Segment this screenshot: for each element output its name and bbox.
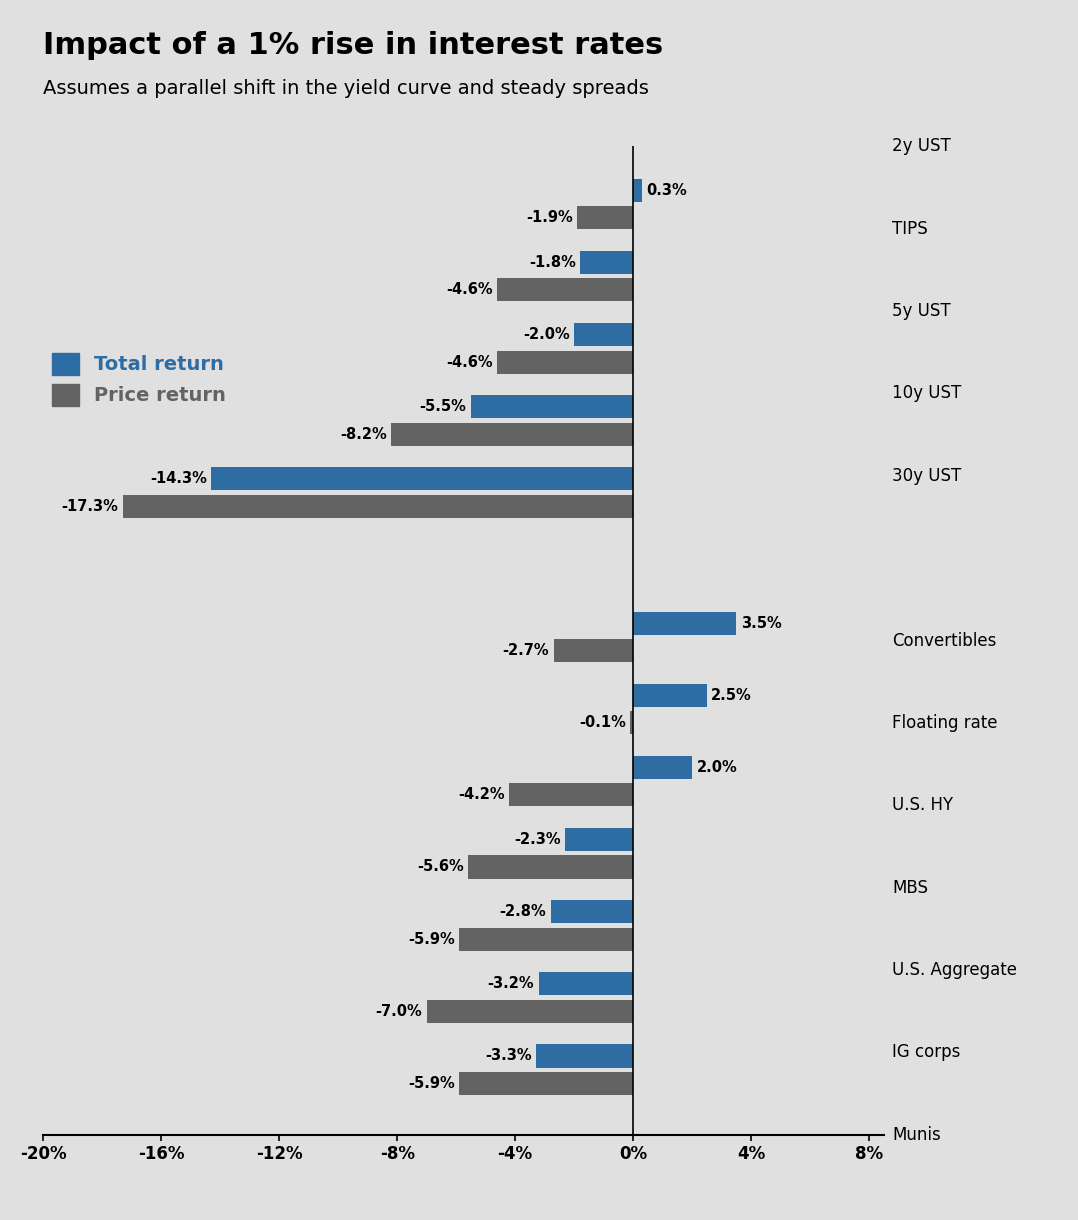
- Text: Munis: Munis: [893, 1126, 941, 1143]
- Text: -3.2%: -3.2%: [487, 976, 535, 992]
- Bar: [551, 900, 633, 924]
- Text: -5.9%: -5.9%: [407, 932, 455, 947]
- Bar: [553, 639, 633, 662]
- Bar: [509, 783, 633, 806]
- Bar: [497, 278, 633, 301]
- Bar: [123, 495, 633, 517]
- Text: 2y UST: 2y UST: [893, 138, 951, 155]
- Text: 2.5%: 2.5%: [711, 688, 752, 703]
- Text: 10y UST: 10y UST: [893, 384, 962, 403]
- Bar: [577, 206, 633, 229]
- Text: -5.6%: -5.6%: [417, 860, 464, 875]
- Text: 5y UST: 5y UST: [893, 303, 951, 320]
- Bar: [211, 467, 633, 490]
- Text: IG corps: IG corps: [893, 1043, 960, 1061]
- Bar: [631, 711, 633, 734]
- Bar: [575, 323, 633, 346]
- Text: Floating rate: Floating rate: [893, 714, 998, 732]
- Text: U.S. HY: U.S. HY: [893, 797, 954, 814]
- Text: -2.0%: -2.0%: [523, 327, 570, 342]
- Text: -0.1%: -0.1%: [579, 715, 626, 731]
- Text: -4.2%: -4.2%: [458, 787, 505, 803]
- Bar: [459, 927, 633, 950]
- Text: -1.9%: -1.9%: [526, 210, 572, 226]
- Text: 2.0%: 2.0%: [696, 760, 737, 775]
- Bar: [633, 611, 736, 634]
- Bar: [580, 251, 633, 274]
- Bar: [565, 828, 633, 852]
- Text: -7.0%: -7.0%: [375, 1004, 423, 1019]
- Text: -4.6%: -4.6%: [446, 355, 493, 370]
- Bar: [536, 1044, 633, 1068]
- Text: -8.2%: -8.2%: [340, 427, 387, 442]
- Bar: [459, 1072, 633, 1094]
- Bar: [468, 855, 633, 878]
- Text: 0.3%: 0.3%: [647, 183, 687, 198]
- Text: TIPS: TIPS: [893, 220, 928, 238]
- Text: Convertibles: Convertibles: [893, 632, 997, 649]
- Bar: [633, 756, 692, 780]
- Text: -3.3%: -3.3%: [485, 1048, 531, 1064]
- Bar: [633, 179, 642, 203]
- Bar: [427, 999, 633, 1022]
- Bar: [471, 395, 633, 418]
- Text: U.S. Aggregate: U.S. Aggregate: [893, 961, 1018, 978]
- Text: Assumes a parallel shift in the yield curve and steady spreads: Assumes a parallel shift in the yield cu…: [43, 79, 649, 99]
- Text: 30y UST: 30y UST: [893, 467, 962, 484]
- Legend: Total return, Price return: Total return, Price return: [52, 353, 225, 406]
- Text: -2.3%: -2.3%: [514, 832, 561, 847]
- Text: Impact of a 1% rise in interest rates: Impact of a 1% rise in interest rates: [43, 30, 663, 60]
- Text: -2.8%: -2.8%: [499, 904, 547, 919]
- Text: -5.5%: -5.5%: [419, 399, 467, 415]
- Text: 3.5%: 3.5%: [741, 616, 782, 631]
- Bar: [497, 350, 633, 373]
- Text: -1.8%: -1.8%: [529, 255, 576, 270]
- Bar: [633, 683, 707, 706]
- Text: -14.3%: -14.3%: [150, 471, 207, 487]
- Text: -2.7%: -2.7%: [502, 643, 549, 658]
- Text: -4.6%: -4.6%: [446, 283, 493, 298]
- Bar: [539, 972, 633, 996]
- Text: -17.3%: -17.3%: [61, 499, 119, 514]
- Bar: [391, 422, 633, 445]
- Text: -5.9%: -5.9%: [407, 1076, 455, 1091]
- Text: MBS: MBS: [893, 878, 928, 897]
